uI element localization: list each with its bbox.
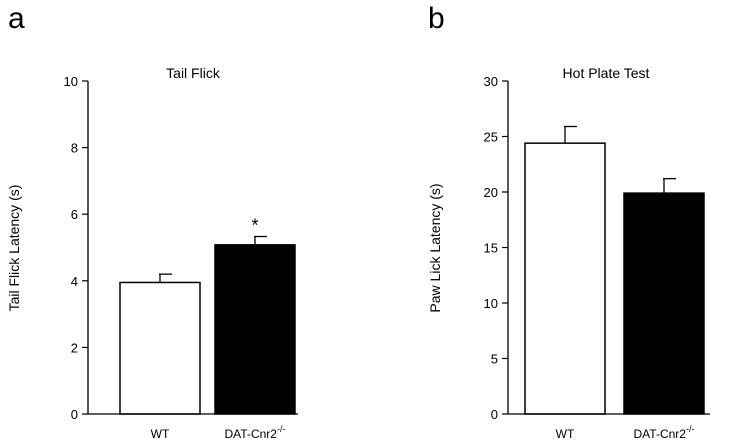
panel-letter-a: a xyxy=(8,2,25,35)
y-tick-label-b-0: 0 xyxy=(491,407,498,422)
category-label-a-0: WT xyxy=(151,427,170,441)
plot-area-b: WT DAT-Cnr2-/- 0 5 10 15 20 25 30 xyxy=(484,74,710,441)
plot-area-a: WT * DAT-Cnr2-/- 0 2 4 6 8 10 xyxy=(64,74,298,441)
y-tick-label-b-5: 25 xyxy=(484,130,498,145)
category-label-b-0: WT xyxy=(556,427,575,441)
y-tick-label-b-4: 20 xyxy=(484,185,498,200)
y-tick-label-b-1: 5 xyxy=(491,352,498,367)
y-tick-label-a-1: 2 xyxy=(71,340,78,355)
chart-title-a: Tail Flick xyxy=(166,65,221,81)
y-tick-label-a-3: 6 xyxy=(71,207,78,222)
y-tick-label-b-2: 10 xyxy=(484,296,498,311)
chart-title-b: Hot Plate Test xyxy=(563,65,650,81)
significance-marker-a-1: * xyxy=(251,216,258,236)
y-tick-label-a-0: 0 xyxy=(71,407,78,422)
y-axis-label-a: Tail Flick Latency (s) xyxy=(6,185,22,312)
bar-b-1 xyxy=(623,192,705,415)
bar-a-1 xyxy=(214,244,296,415)
bar-a-0 xyxy=(119,281,201,415)
category-label-b-1: DAT-Cnr2-/- xyxy=(634,424,695,441)
panel-letter-b: b xyxy=(428,2,445,35)
y-tick-label-b-3: 15 xyxy=(484,241,498,256)
y-tick-label-b-6: 30 xyxy=(484,74,498,89)
category-label-a-1: DAT-Cnr2-/- xyxy=(225,424,286,441)
bar-b-0 xyxy=(524,142,606,415)
y-tick-label-a-4: 8 xyxy=(71,141,78,156)
y-tick-label-a-2: 4 xyxy=(71,274,78,289)
y-axis-label-b: Paw Lick Latency (s) xyxy=(427,183,443,312)
y-tick-label-a-5: 10 xyxy=(64,74,78,89)
panel-a: a Tail Flick Tail Flick Latency (s) WT * D… xyxy=(6,2,298,441)
panel-b: b Hot Plate Test Paw Lick Latency (s) WT… xyxy=(427,2,710,441)
